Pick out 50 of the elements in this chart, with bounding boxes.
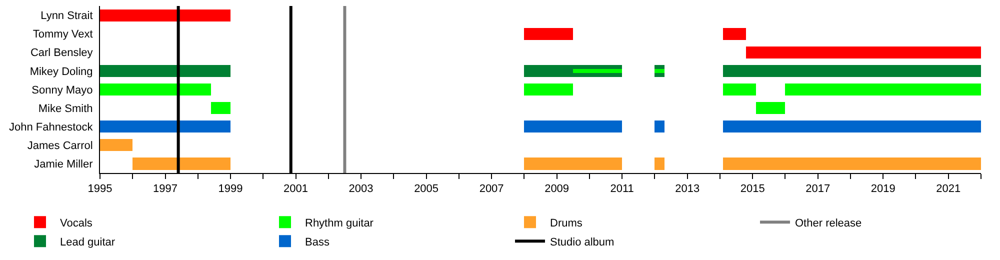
- y-tick-label: Lynn Strait: [40, 10, 93, 22]
- x-tick-label: 2017: [806, 183, 830, 196]
- x-tick-label: 1995: [88, 183, 112, 196]
- x-tick-label: 2013: [675, 183, 700, 196]
- legend-label: Vocals: [60, 217, 93, 230]
- bar: [723, 158, 981, 170]
- bar: [100, 83, 211, 96]
- x-tick-label: 1999: [218, 183, 243, 196]
- x-tick-label: 2007: [479, 183, 504, 196]
- bar: [654, 120, 664, 133]
- x-tick-label: 2021: [936, 183, 961, 196]
- bar: [132, 158, 231, 170]
- x-tick-label: 1997: [153, 183, 178, 196]
- bar: [524, 120, 622, 133]
- bar: [100, 120, 231, 133]
- bar: [654, 158, 664, 170]
- y-tick-label: Tommy Vext: [32, 28, 93, 41]
- legend-label: Drums: [550, 217, 583, 230]
- y-tick-label: Sonny Mayo: [32, 84, 93, 96]
- y-tick-label: John Fahnestock: [9, 121, 94, 134]
- x-tick-label: 2009: [544, 183, 570, 196]
- bar: [524, 158, 622, 170]
- bar: [723, 28, 746, 40]
- x-tick-label: 2001: [284, 183, 308, 196]
- bar: [100, 139, 133, 152]
- bar: [723, 64, 981, 77]
- bar: [785, 83, 981, 96]
- bar: [210, 102, 231, 114]
- legend-label: Studio album: [550, 236, 614, 248]
- x-tick-label: 2011: [610, 183, 634, 196]
- bar: [756, 102, 786, 114]
- bar: [100, 9, 231, 22]
- y-tick-label: Mikey Doling: [30, 66, 93, 78]
- bar: [746, 46, 981, 58]
- x-tick-label: 2019: [870, 183, 896, 196]
- y-tick-label: Jamie Miller: [34, 158, 94, 171]
- y-tick-label: Mike Smith: [38, 102, 93, 115]
- bar: [524, 28, 574, 40]
- bar: [524, 83, 574, 96]
- legend-label: Other release: [795, 217, 862, 230]
- x-tick-label: 2005: [414, 183, 439, 196]
- legend-label: Lead guitar: [60, 236, 116, 248]
- y-tick-label: James Carrol: [27, 140, 93, 152]
- bar: [100, 64, 231, 77]
- x-tick-label: 2003: [348, 183, 374, 196]
- bar: [723, 120, 981, 133]
- x-tick-label: 2015: [740, 183, 765, 196]
- legend-label: Bass: [305, 236, 330, 248]
- y-tick-label: Carl Bensley: [30, 47, 94, 60]
- legend-label: Rhythm guitar: [305, 217, 374, 230]
